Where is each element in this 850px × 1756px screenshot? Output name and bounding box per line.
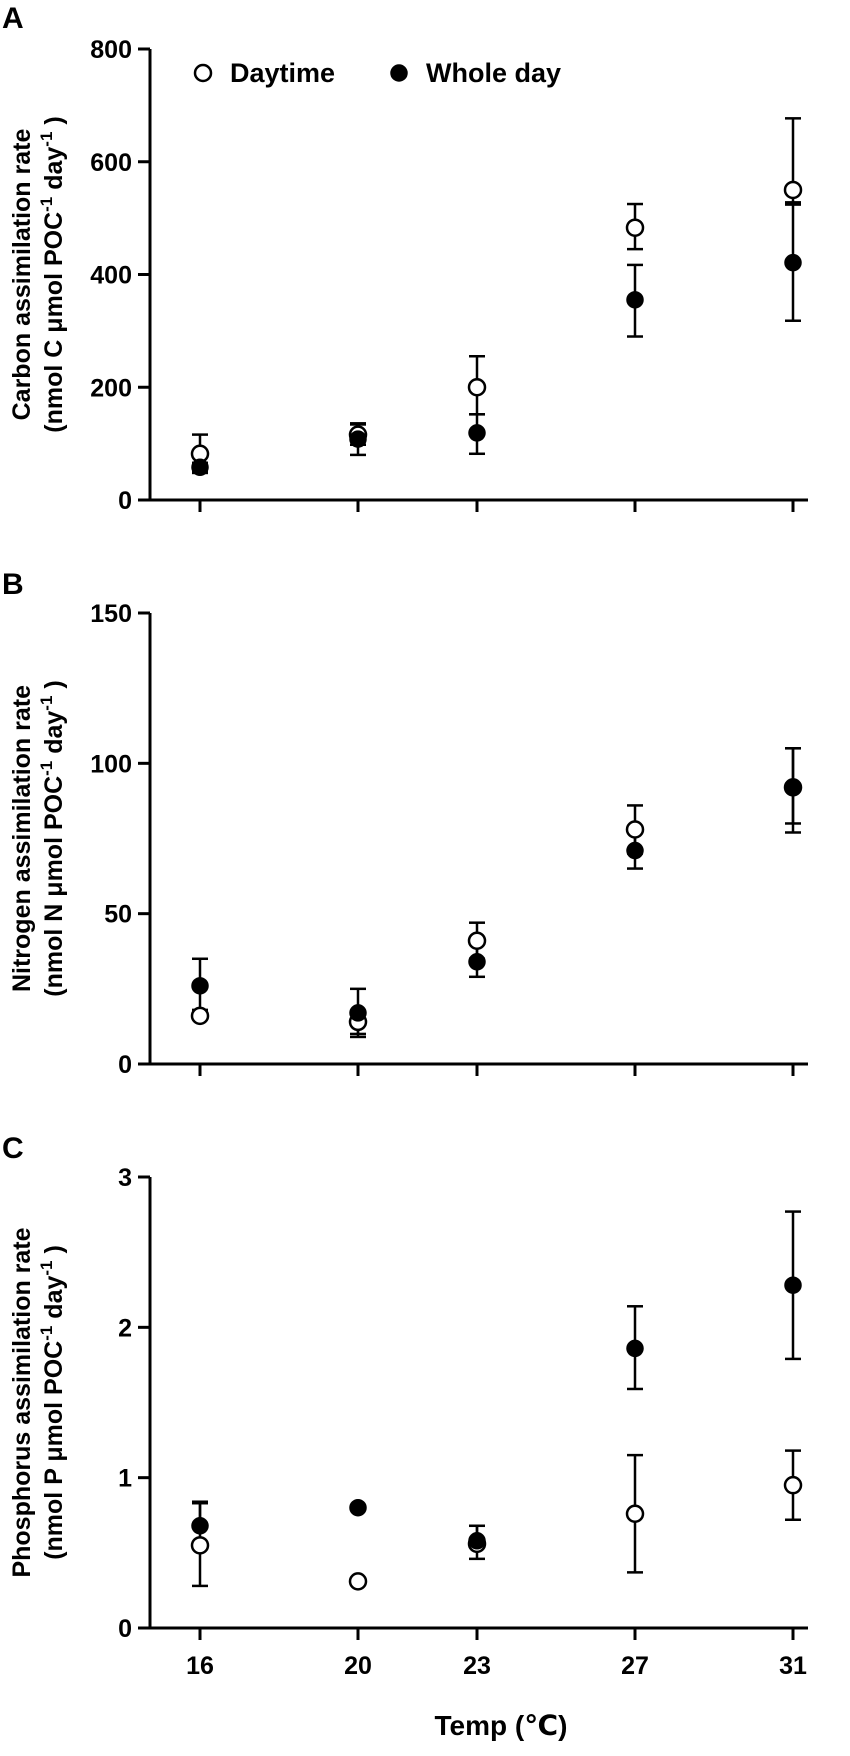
data-point-daytime	[625, 1504, 645, 1523]
data-point-whole-day	[626, 841, 644, 860]
label-part: )	[40, 116, 68, 131]
y-tick-label: 0	[118, 1051, 132, 1079]
panel-letter-b: B	[2, 568, 24, 601]
x-axis-label: Temp (℃)	[435, 1710, 568, 1741]
y-tick-label: 0	[118, 1615, 132, 1643]
label-part: )	[40, 680, 68, 695]
superscript: -1	[37, 197, 56, 212]
y-tick-label: 0	[118, 487, 132, 515]
label-part: (nmol C μmol POC	[40, 212, 68, 433]
data-point-daytime	[467, 931, 487, 950]
data-point-daytime	[190, 1006, 210, 1026]
legend: Daytime Whole day	[193, 58, 561, 88]
y-axis-label-units: (nmol C μmol POC-1 day-1 )	[37, 116, 68, 432]
y-tick-label: 1	[118, 1465, 132, 1493]
data-point-daytime	[625, 218, 645, 237]
data-point-whole-day	[784, 253, 802, 272]
y-tick-label: 2	[118, 1314, 132, 1342]
label-part: )	[40, 1245, 68, 1260]
label-part: day	[40, 711, 68, 761]
y-tick-label: 150	[90, 600, 132, 628]
data-point-daytime	[348, 1572, 368, 1591]
y-tick-label: 50	[104, 901, 132, 929]
y-tick-label: 200	[90, 374, 132, 402]
y-axis-label: Phosphorus assimilation rate	[8, 1227, 36, 1577]
data-point-whole-day	[784, 1276, 802, 1294]
label-part: day	[40, 147, 68, 197]
data-point-whole-day	[468, 953, 486, 971]
superscript: -1	[37, 1326, 56, 1341]
data-point-whole-day	[191, 977, 209, 995]
panel-b: B 0 50 100 150 Nitrogen assimilation rate (nm…	[2, 568, 808, 1079]
label-part: (nmol P μmol POC	[40, 1341, 68, 1560]
y-tick-label: 400	[90, 262, 132, 290]
x-tick-label: 31	[779, 1652, 807, 1680]
data-point-whole-day	[191, 458, 209, 477]
data-point-whole-day	[349, 1498, 367, 1517]
x-tick-label: 16	[186, 1652, 214, 1680]
y-axis-label: Carbon assimilation rate	[8, 129, 36, 421]
data-point-daytime	[783, 180, 803, 200]
superscript: -1	[37, 1260, 56, 1275]
y-tick-label: 600	[90, 149, 132, 177]
y-axis-label: Nitrogen assimilation rate	[8, 685, 36, 992]
data-point-whole-day	[468, 424, 486, 442]
x-tick-label: 27	[621, 1652, 649, 1680]
superscript: -1	[37, 132, 56, 147]
x-tick-label: 20	[344, 1652, 372, 1680]
y-axis-label-units: (nmol P μmol POC-1 day-1 )	[37, 1245, 68, 1560]
data-point-whole-day	[191, 1517, 209, 1535]
superscript: -1	[37, 696, 56, 711]
legend-marker-whole-day	[390, 64, 408, 82]
data-point-daytime	[783, 1475, 803, 1495]
data-point-daytime	[190, 1536, 210, 1555]
panel-a: A 0 200 400 600 800 Carbon assimilation rate(…	[2, 2, 808, 515]
data-point-daytime	[467, 378, 487, 397]
y-tick-label: 100	[90, 750, 132, 778]
legend-marker-daytime	[193, 63, 213, 83]
label-part: day	[40, 1276, 68, 1326]
data-point-whole-day	[349, 1004, 367, 1022]
data-point-whole-day	[626, 291, 644, 309]
data-point-whole-day	[784, 778, 802, 797]
label-part: (nmol N μmol POC	[40, 776, 68, 997]
data-point-whole-day	[468, 1532, 486, 1550]
superscript: -1	[37, 761, 56, 776]
y-tick-label: 3	[118, 1164, 132, 1192]
legend-label-daytime: Daytime	[230, 58, 335, 88]
panel-letter-c: C	[2, 1132, 24, 1165]
x-tick-label: 23	[463, 1652, 491, 1680]
data-point-whole-day	[626, 1339, 644, 1358]
y-tick-label: 800	[90, 36, 132, 64]
data-point-daytime	[625, 820, 645, 839]
y-axis-label-units: (nmol N μmol POC-1 day-1 )	[37, 680, 68, 996]
data-point-whole-day	[349, 430, 367, 448]
legend-label-whole-day: Whole day	[426, 58, 561, 88]
panel-letter-a: A	[2, 2, 24, 35]
